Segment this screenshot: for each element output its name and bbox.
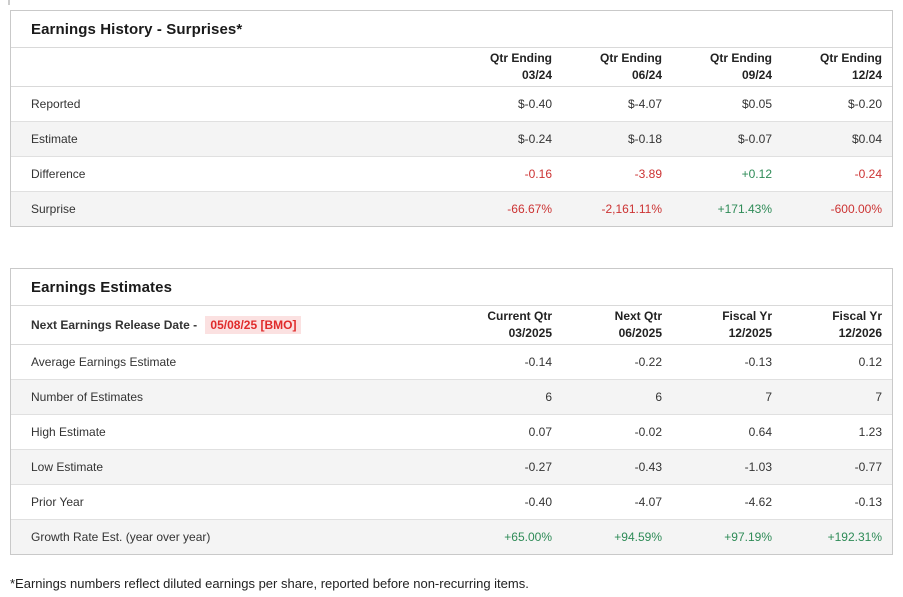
earnings-history-section: Earnings History - Surprises* Qtr Ending… bbox=[10, 10, 893, 227]
cell-value: -2,161.11% bbox=[601, 201, 663, 216]
column-header-next-qtr: Next Qtr 06/2025 bbox=[614, 308, 662, 340]
column-header-qtr-0924: Qtr Ending 09/24 bbox=[710, 50, 772, 82]
column-header-fiscal-yr-2026: Fiscal Yr 12/2026 bbox=[832, 308, 882, 340]
cell-value: 0.12 bbox=[858, 354, 882, 369]
table-row-estimate: Estimate $-0.24 $-0.18 $-0.07 $0.04 bbox=[11, 121, 892, 156]
cell-value: +65.00% bbox=[504, 529, 552, 544]
column-header-qtr-0624: Qtr Ending 06/24 bbox=[600, 50, 662, 82]
cell-value: +0.12 bbox=[741, 166, 772, 181]
cell-value: 7 bbox=[875, 389, 882, 404]
earnings-history-title: Earnings History - Surprises* bbox=[11, 11, 892, 48]
earnings-estimates-table: Next Earnings Release Date - 05/08/25 [B… bbox=[11, 306, 892, 554]
cell-value: -600.00% bbox=[830, 201, 882, 216]
row-label: Reported bbox=[31, 96, 81, 111]
page-edge-artifact bbox=[8, 0, 10, 5]
earnings-estimates-section: Earnings Estimates Next Earnings Release… bbox=[10, 268, 893, 555]
cell-value: -0.77 bbox=[854, 459, 882, 474]
cell-value: -0.27 bbox=[524, 459, 552, 474]
cell-value: $0.04 bbox=[851, 131, 882, 146]
cell-value: $-0.18 bbox=[627, 131, 662, 146]
table-row-reported: Reported $-0.40 $-4.07 $0.05 $-0.20 bbox=[11, 86, 892, 121]
cell-value: +97.19% bbox=[724, 529, 772, 544]
cell-value: 1.23 bbox=[858, 424, 882, 439]
table-row-high-estimate: High Estimate 0.07 -0.02 0.64 1.23 bbox=[11, 414, 892, 449]
row-label: Difference bbox=[31, 166, 86, 181]
next-earnings-release-cell: Next Earnings Release Date - 05/08/25 [B… bbox=[11, 306, 452, 344]
empty-header-cell bbox=[11, 48, 452, 86]
cell-value: $0.05 bbox=[741, 96, 772, 111]
cell-value: $-0.24 bbox=[517, 131, 552, 146]
cell-value: 0.07 bbox=[528, 424, 552, 439]
earnings-footnote: *Earnings numbers reflect diluted earnin… bbox=[10, 576, 529, 591]
cell-value: -0.24 bbox=[854, 166, 882, 181]
row-label: High Estimate bbox=[31, 424, 106, 439]
earnings-history-header-row: Qtr Ending 03/24 Qtr Ending 06/24 Qtr En… bbox=[11, 48, 892, 86]
cell-value: 7 bbox=[765, 389, 772, 404]
cell-value: -0.22 bbox=[634, 354, 662, 369]
cell-value: -66.67% bbox=[507, 201, 552, 216]
cell-value: -1.03 bbox=[744, 459, 772, 474]
cell-value: -0.13 bbox=[854, 494, 882, 509]
column-header-fiscal-yr-2025: Fiscal Yr 12/2025 bbox=[722, 308, 772, 340]
row-label: Low Estimate bbox=[31, 459, 104, 474]
cell-value: -4.07 bbox=[634, 494, 662, 509]
earnings-estimates-header-row: Next Earnings Release Date - 05/08/25 [B… bbox=[11, 306, 892, 344]
cell-value: -0.02 bbox=[634, 424, 662, 439]
cell-value: +192.31% bbox=[827, 529, 882, 544]
table-row-low-estimate: Low Estimate -0.27 -0.43 -1.03 -0.77 bbox=[11, 449, 892, 484]
column-header-qtr-1224: Qtr Ending 12/24 bbox=[820, 50, 882, 82]
cell-value: -4.62 bbox=[744, 494, 772, 509]
table-row-surprise: Surprise -66.67% -2,161.11% +171.43% -60… bbox=[11, 191, 892, 226]
row-label: Growth Rate Est. (year over year) bbox=[31, 529, 211, 544]
cell-value: +171.43% bbox=[717, 201, 772, 216]
column-header-current-qtr: Current Qtr 03/2025 bbox=[487, 308, 552, 340]
cell-value: -0.43 bbox=[634, 459, 662, 474]
row-label: Surprise bbox=[31, 201, 76, 216]
row-label: Number of Estimates bbox=[31, 389, 144, 404]
cell-value: $-4.07 bbox=[627, 96, 662, 111]
release-date-label: Next Earnings Release Date - bbox=[31, 317, 198, 332]
cell-value: $-0.40 bbox=[517, 96, 552, 111]
column-header-qtr-0324: Qtr Ending 03/24 bbox=[490, 50, 552, 82]
cell-value: -0.13 bbox=[744, 354, 772, 369]
table-row-average-earnings-estimate: Average Earnings Estimate -0.14 -0.22 -0… bbox=[11, 344, 892, 379]
cell-value: 0.64 bbox=[748, 424, 772, 439]
table-row-number-of-estimates: Number of Estimates 6 6 7 7 bbox=[11, 379, 892, 414]
cell-value: -0.40 bbox=[524, 494, 552, 509]
cell-value: -3.89 bbox=[634, 166, 662, 181]
earnings-history-table: Qtr Ending 03/24 Qtr Ending 06/24 Qtr En… bbox=[11, 48, 892, 226]
cell-value: -0.16 bbox=[524, 166, 552, 181]
table-row-growth-rate: Growth Rate Est. (year over year) +65.00… bbox=[11, 519, 892, 554]
row-label: Average Earnings Estimate bbox=[31, 354, 177, 369]
cell-value: $-0.07 bbox=[737, 131, 772, 146]
row-label: Prior Year bbox=[31, 494, 84, 509]
table-row-difference: Difference -0.16 -3.89 +0.12 -0.24 bbox=[11, 156, 892, 191]
cell-value: 6 bbox=[545, 389, 552, 404]
cell-value: +94.59% bbox=[614, 529, 662, 544]
cell-value: $-0.20 bbox=[847, 96, 882, 111]
cell-value: -0.14 bbox=[524, 354, 552, 369]
cell-value: 6 bbox=[655, 389, 662, 404]
earnings-estimates-title: Earnings Estimates bbox=[11, 269, 892, 306]
release-date-badge: 05/08/25 [BMO] bbox=[205, 315, 302, 334]
table-row-prior-year: Prior Year -0.40 -4.07 -4.62 -0.13 bbox=[11, 484, 892, 519]
row-label: Estimate bbox=[31, 131, 78, 146]
